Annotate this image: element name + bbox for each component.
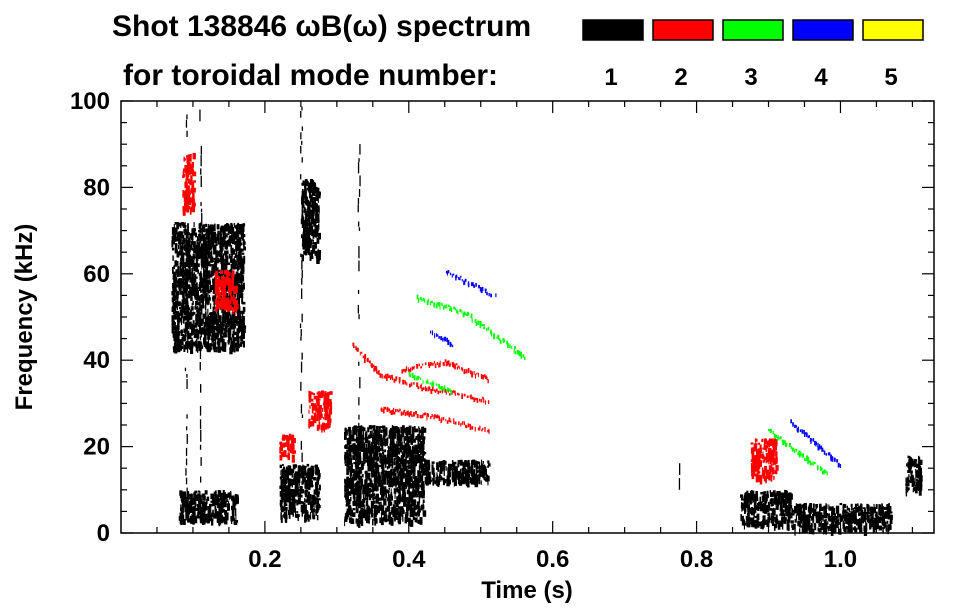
y-tick-label: 80 bbox=[83, 174, 110, 201]
y-tick-label: 20 bbox=[83, 434, 110, 461]
spectral-feature-mode-4 bbox=[445, 270, 497, 298]
spectral-feature-mode-4 bbox=[430, 330, 454, 348]
legend-swatch-2 bbox=[652, 19, 714, 41]
legend: 1 2 3 4 5 bbox=[582, 19, 924, 91]
x-tick-label: 1.0 bbox=[824, 546, 857, 573]
spectral-feature-mode-2 bbox=[182, 152, 197, 216]
spectral-feature-mode-1 bbox=[790, 503, 893, 536]
legend-swatch-3 bbox=[722, 19, 784, 41]
spectral-feature-mode-1 bbox=[178, 490, 239, 527]
legend-swatch-5 bbox=[862, 19, 924, 41]
spectral-feature-mode-1 bbox=[905, 455, 923, 497]
spectral-feature-mode-3 bbox=[416, 294, 526, 361]
x-axis-label: Time (s) bbox=[481, 577, 573, 604]
spectral-feature-mode-1 bbox=[678, 463, 681, 490]
spectral-feature-mode-1 bbox=[301, 179, 322, 264]
legend-label-5: 5 bbox=[884, 64, 897, 91]
legend-swatch-4 bbox=[792, 19, 854, 41]
y-tick-label: 60 bbox=[83, 261, 110, 288]
spectral-feature-mode-1 bbox=[184, 114, 188, 509]
spectrum-features bbox=[171, 106, 923, 536]
spectral-feature-mode-1 bbox=[299, 106, 304, 469]
chart-title-line2: for toroidal mode number: bbox=[123, 59, 498, 92]
spectral-feature-mode-1 bbox=[357, 144, 361, 447]
spectral-feature-mode-2 bbox=[750, 438, 779, 485]
spectral-feature-mode-2 bbox=[352, 342, 490, 405]
y-tick-label: 0 bbox=[97, 520, 110, 547]
legend-label-2: 2 bbox=[674, 64, 687, 91]
spectral-feature-mode-2 bbox=[214, 269, 239, 315]
x-axis: 0.2 0.4 0.6 0.8 1.0 bbox=[248, 546, 857, 573]
spectral-feature-mode-2 bbox=[401, 359, 489, 384]
spectral-feature-mode-1 bbox=[423, 459, 491, 488]
x-tick-label: 0.2 bbox=[248, 546, 281, 573]
spectral-feature-mode-1 bbox=[279, 463, 321, 523]
spectral-feature-mode-2 bbox=[380, 406, 490, 434]
spectral-feature-mode-3 bbox=[408, 371, 453, 396]
chart-title-line1: Shot 138846 ωB(ω) spectrum bbox=[112, 10, 531, 43]
plot-area: 0.2 0.4 0.6 0.8 1.0 0 20 40 60 80 100 bbox=[70, 88, 935, 573]
y-axis-label: Frequency (kHz) bbox=[11, 224, 38, 411]
spectral-feature-mode-4 bbox=[790, 419, 842, 468]
legend-swatch-1 bbox=[582, 19, 644, 41]
x-tick-label: 0.8 bbox=[680, 546, 713, 573]
legend-label-4: 4 bbox=[814, 64, 828, 91]
spectral-feature-mode-1 bbox=[344, 425, 427, 528]
x-tick-label: 0.4 bbox=[392, 546, 426, 573]
spectral-feature-mode-2 bbox=[308, 390, 333, 433]
y-tick-label: 100 bbox=[70, 88, 110, 115]
minor-ticks bbox=[121, 100, 934, 534]
spectral-feature-mode-1 bbox=[199, 109, 203, 483]
spectral-feature-mode-2 bbox=[279, 433, 296, 463]
legend-label-1: 1 bbox=[604, 64, 617, 91]
y-tick-label: 40 bbox=[83, 347, 110, 374]
y-axis: 0 20 40 60 80 100 bbox=[70, 88, 110, 547]
legend-label-3: 3 bbox=[744, 64, 757, 91]
x-tick-label: 0.6 bbox=[536, 546, 569, 573]
spectral-feature-mode-3 bbox=[768, 428, 828, 476]
spectral-feature-mode-1 bbox=[740, 489, 793, 531]
